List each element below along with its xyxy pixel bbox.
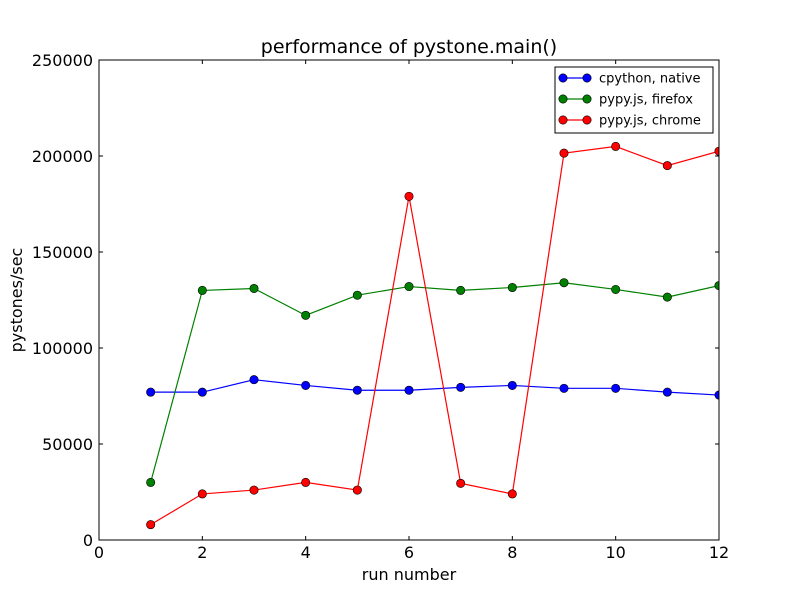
- series-line: [150, 379, 719, 396]
- data-point: [197, 387, 207, 397]
- legend-marker: [558, 115, 568, 125]
- x-tick-label: 10: [605, 543, 625, 562]
- data-point: [301, 310, 311, 320]
- y-tick-label: 200000: [32, 147, 93, 166]
- data-point: [404, 191, 414, 201]
- y-axis-label: pystones/sec: [7, 248, 26, 353]
- x-tick-label: 12: [709, 543, 729, 562]
- x-tick-label: 0: [94, 543, 104, 562]
- legend-marker: [558, 94, 568, 104]
- legend-marker: [582, 73, 592, 83]
- data-point: [507, 380, 517, 390]
- x-tick-label: 8: [507, 543, 517, 562]
- legend: cpython, native pypy.js, firefox pypy.js, …: [554, 66, 714, 134]
- data-point: [456, 382, 466, 392]
- legend-label: cpython, native: [599, 72, 701, 87]
- chart-title: performance of pystone.main(): [261, 36, 557, 58]
- legend-item: pypy.js, chrome: [558, 114, 701, 129]
- data-point: [611, 284, 621, 294]
- data-point: [404, 385, 414, 395]
- data-point: [352, 485, 362, 495]
- ticks-layer: 0 2 4 6 8 10 12 0 50000 100000 150000 200000 250000: [32, 51, 729, 562]
- legend-marker: [582, 115, 592, 125]
- data-point: [662, 292, 672, 302]
- data-point: [352, 385, 362, 395]
- data-point: [507, 283, 517, 293]
- y-tick-label: 100000: [32, 339, 93, 358]
- data-point: [559, 383, 569, 393]
- y-tick-label: 150000: [32, 243, 93, 262]
- data-point: [301, 380, 311, 390]
- data-point: [404, 282, 414, 292]
- legend-marker: [582, 94, 592, 104]
- data-point: [456, 478, 466, 488]
- y-tick-label: 50000: [42, 435, 93, 454]
- data-point: [249, 283, 259, 293]
- x-tick-label: 2: [197, 543, 207, 562]
- data-point: [662, 387, 672, 397]
- data-point: [146, 387, 156, 397]
- series-0: [146, 375, 719, 400]
- data-point: [507, 489, 517, 499]
- data-point: [662, 161, 672, 171]
- data-point: [559, 278, 569, 288]
- y-tick-label: 250000: [32, 51, 93, 70]
- data-point: [249, 375, 259, 385]
- legend-marker: [558, 73, 568, 83]
- legend-item: cpython, native: [558, 72, 701, 87]
- series-1: [146, 278, 719, 487]
- x-axis-label: run number: [362, 565, 457, 584]
- data-point: [611, 383, 621, 393]
- data-point: [146, 477, 156, 487]
- data-point: [559, 148, 569, 158]
- series-2: [146, 141, 719, 530]
- legend-label: pypy.js, firefox: [599, 93, 693, 108]
- data-point: [197, 285, 207, 295]
- data-point: [146, 520, 156, 530]
- data-point: [352, 290, 362, 300]
- data-point: [249, 485, 259, 495]
- data-point: [301, 477, 311, 487]
- legend-item: pypy.js, firefox: [558, 93, 693, 108]
- data-point: [611, 141, 621, 151]
- data-point: [197, 489, 207, 499]
- legend-label: pypy.js, chrome: [599, 114, 701, 129]
- data-point: [456, 285, 466, 295]
- series-line: [150, 282, 719, 483]
- x-tick-label: 4: [301, 543, 311, 562]
- x-tick-label: 6: [404, 543, 414, 562]
- series-line: [150, 145, 719, 526]
- series-layer: [146, 141, 719, 530]
- y-tick-label: 0: [83, 531, 93, 550]
